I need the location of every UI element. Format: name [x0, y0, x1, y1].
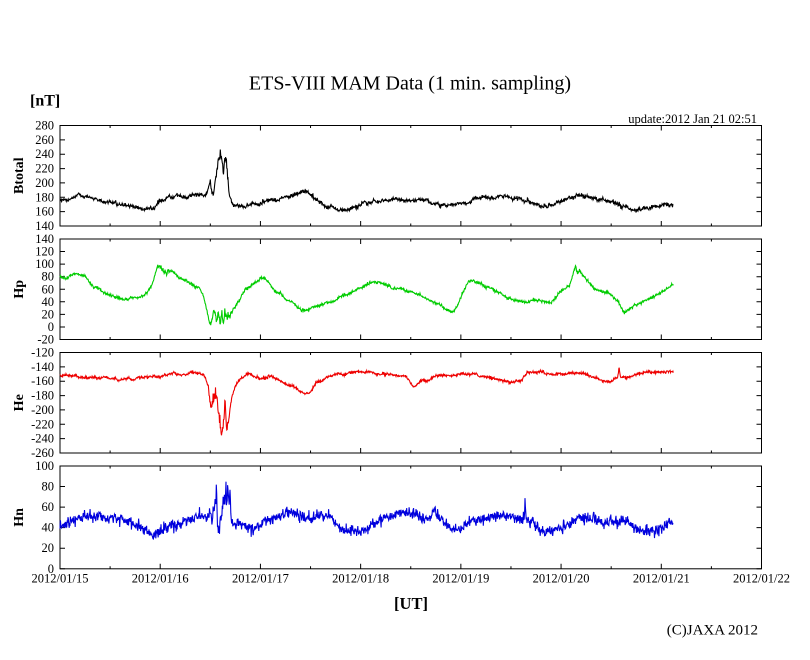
svg-text:160: 160: [35, 205, 54, 219]
svg-text:2012/01/15: 2012/01/15: [32, 572, 89, 586]
svg-text:100: 100: [35, 459, 54, 473]
svg-text:2012/01/22: 2012/01/22: [733, 572, 790, 586]
svg-text:240: 240: [35, 147, 54, 161]
svg-text:0: 0: [48, 320, 54, 334]
svg-text:2012/01/16: 2012/01/16: [132, 572, 189, 586]
svg-text:260: 260: [35, 133, 54, 147]
svg-text:60: 60: [42, 500, 55, 514]
svg-text:2012/01/21: 2012/01/21: [633, 572, 690, 586]
svg-text:2012/01/19: 2012/01/19: [432, 572, 489, 586]
svg-text:40: 40: [42, 295, 55, 309]
svg-text:-160: -160: [31, 374, 54, 388]
svg-text:220: 220: [35, 162, 54, 176]
svg-text:20: 20: [42, 541, 55, 555]
svg-text:update:2012 Jan 21 02:51: update:2012 Jan 21 02:51: [628, 112, 757, 126]
svg-text:Hn: Hn: [12, 508, 27, 527]
svg-text:60: 60: [42, 282, 55, 296]
svg-text:0: 0: [48, 562, 54, 576]
svg-text:-120: -120: [31, 346, 54, 360]
svg-text:120: 120: [35, 245, 54, 259]
svg-text:140: 140: [35, 232, 54, 246]
svg-text:-20: -20: [37, 333, 54, 347]
svg-text:140: 140: [35, 219, 54, 233]
svg-text:40: 40: [42, 521, 55, 535]
svg-text:2012/01/18: 2012/01/18: [332, 572, 389, 586]
svg-text:2012/01/17: 2012/01/17: [232, 572, 289, 586]
svg-text:2012/01/20: 2012/01/20: [533, 572, 590, 586]
svg-text:Btotal: Btotal: [12, 157, 27, 194]
svg-text:[UT]: [UT]: [394, 594, 428, 613]
svg-text:100: 100: [35, 257, 54, 271]
svg-text:-240: -240: [31, 432, 54, 446]
svg-text:280: 280: [35, 119, 54, 133]
svg-text:-180: -180: [31, 389, 54, 403]
svg-text:-140: -140: [31, 360, 54, 374]
svg-text:[nT]: [nT]: [30, 93, 60, 110]
svg-text:80: 80: [42, 480, 55, 494]
svg-text:180: 180: [35, 190, 54, 204]
svg-text:20: 20: [42, 307, 55, 321]
svg-text:(C)JAXA 2012: (C)JAXA 2012: [667, 623, 758, 639]
svg-text:80: 80: [42, 270, 55, 284]
svg-text:-220: -220: [31, 417, 54, 431]
svg-text:Hp: Hp: [12, 280, 27, 299]
svg-text:-200: -200: [31, 403, 54, 417]
svg-text:He: He: [12, 394, 27, 411]
svg-text:-260: -260: [31, 446, 54, 460]
svg-text:200: 200: [35, 176, 54, 190]
svg-text:ETS-VIII MAM Data (1 min. samp: ETS-VIII MAM Data (1 min. sampling): [249, 73, 571, 95]
